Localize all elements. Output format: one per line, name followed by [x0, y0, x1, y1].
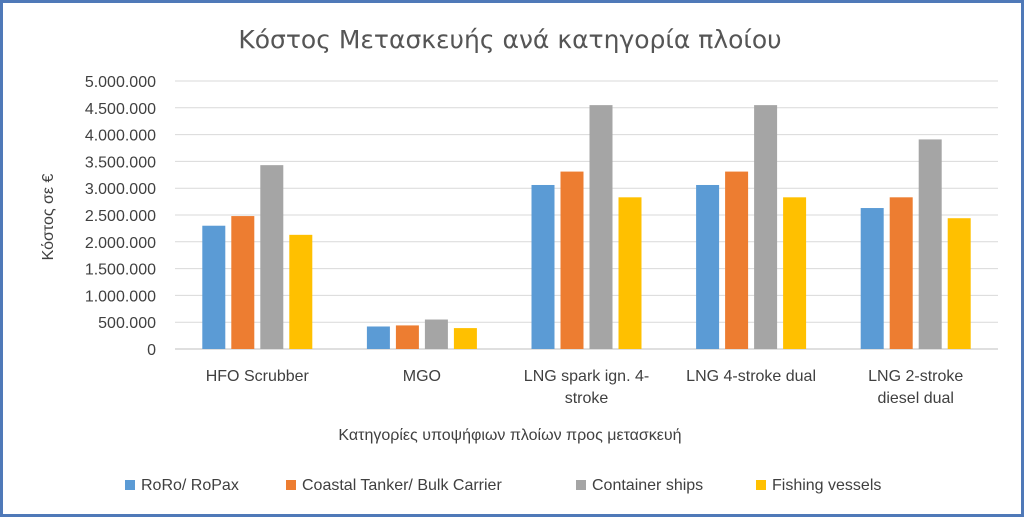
legend-item: Container ships	[576, 477, 703, 494]
legend: RoRo/ RoPax Coastal Tanker/ Bulk Carrier C…	[125, 477, 881, 494]
bar-2-2	[589, 105, 613, 350]
bar-0-2	[531, 184, 555, 349]
bar-0-1	[366, 326, 390, 349]
bar-1-4	[889, 197, 913, 349]
legend-label: Fishing vessels	[772, 477, 881, 494]
x-axis-categories: HFO Scrubber MGO LNG spark ign. 4- stroke LN…	[206, 368, 964, 407]
bar-1-1	[395, 325, 419, 349]
x-category-label: LNG 2-stroke	[868, 368, 963, 385]
y-tick-label: 4.000.000	[85, 128, 156, 145]
y-tick-label: 3.500.000	[85, 154, 156, 171]
y-tick-label: 1.000.000	[85, 288, 156, 305]
y-tick-label: 1.500.000	[85, 262, 156, 279]
bar-3-4	[947, 218, 971, 349]
y-axis-title: Κόστος σε €	[40, 174, 57, 261]
y-tick-label: 3.000.000	[85, 181, 156, 198]
y-tick-label: 4.500.000	[85, 101, 156, 118]
legend-swatch	[286, 480, 296, 490]
x-category-label: stroke	[565, 390, 609, 407]
bar-0-0	[202, 225, 226, 349]
bar-1-2	[560, 171, 584, 349]
bar-2-0	[260, 165, 284, 349]
y-axis-ticks: 0 500.000 1.000.000 1.500.000 2.000.000 2.500…	[85, 74, 156, 359]
legend-label: RoRo/ RoPax	[141, 477, 239, 494]
bar-chart: Κόστος Μετασκευής ανά κατηγορία πλοίου 0…	[40, 25, 998, 494]
bar-0-3	[696, 184, 720, 349]
bars	[202, 105, 971, 350]
bar-1-3	[725, 171, 749, 349]
bar-3-2	[618, 197, 642, 349]
x-category-label: LNG spark ign. 4-	[524, 368, 649, 385]
chart-title: Κόστος Μετασκευής ανά κατηγορία πλοίου	[238, 25, 781, 54]
bar-3-0	[289, 234, 313, 349]
y-tick-label: 2.500.000	[85, 208, 156, 225]
legend-item: RoRo/ RoPax	[125, 477, 239, 494]
bar-1-0	[231, 216, 255, 349]
bar-3-1	[453, 328, 477, 349]
bar-2-4	[918, 139, 942, 349]
bar-0-4	[860, 208, 884, 349]
x-category-label: diesel dual	[877, 390, 954, 407]
legend-label: Container ships	[592, 477, 703, 494]
y-tick-label: 0	[147, 342, 156, 359]
y-tick-label: 500.000	[98, 315, 156, 332]
x-axis-title: Κατηγορίες υποψήφιων πλοίων προς μετασκε…	[338, 427, 681, 444]
legend-swatch	[125, 480, 135, 490]
bar-2-1	[424, 319, 448, 349]
legend-item: Fishing vessels	[756, 477, 881, 494]
x-category-label: HFO Scrubber	[206, 368, 310, 385]
bar-3-3	[783, 197, 807, 349]
y-tick-label: 5.000.000	[85, 74, 156, 91]
bar-2-3	[754, 105, 778, 350]
x-category-label: MGO	[403, 368, 441, 385]
y-tick-label: 2.000.000	[85, 235, 156, 252]
legend-item: Coastal Tanker/ Bulk Carrier	[286, 477, 502, 494]
legend-label: Coastal Tanker/ Bulk Carrier	[302, 477, 502, 494]
legend-swatch	[756, 480, 766, 490]
x-category-label: LNG 4-stroke dual	[686, 368, 816, 385]
legend-swatch	[576, 480, 586, 490]
